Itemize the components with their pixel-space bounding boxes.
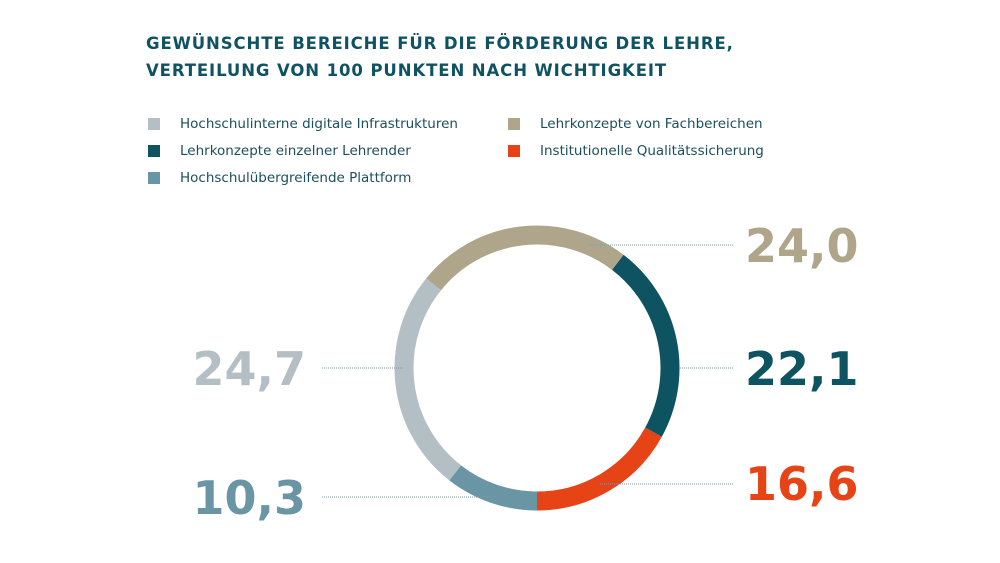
legend-swatch [148,118,160,130]
legend-swatch [508,145,520,157]
chart-title-line-2: VERTEILUNG VON 100 PUNKTEN NACH WICHTIGK… [146,61,668,80]
value-label-5: 10,3 [193,471,307,525]
chart-title-line-1: GEWÜNSCHTE BEREICHE FÜR DIE FÖRDERUNG DE… [146,34,734,53]
value-label-4: 24,7 [193,342,307,396]
legend-swatch [508,118,520,130]
legend-label: Lehrkonzepte einzelner Lehrender [180,143,411,159]
legend-label: Hochschulinterne digitale Infrastrukture… [180,116,458,132]
donut-segments [394,225,680,511]
legend-label: Hochschulübergreifende Plattform [180,170,412,186]
value-label-2: 22,1 [745,342,859,396]
legend-label: Lehrkonzepte von Fachbereichen [540,116,763,132]
legend-label: Institutionelle Qualitätssicherung [540,143,764,159]
legend-item-plattform: Hochschulübergreifende Plattform [148,170,411,186]
donut-segment-5 [449,465,538,511]
legend-item-qualitaetssicherung: Institutionelle Qualitätssicherung [508,143,764,159]
legend-item-infrastruktur: Hochschulinterne digitale Infrastrukture… [148,116,458,132]
value-label-1: 16,6 [745,457,859,511]
chart-title: GEWÜNSCHTE BEREICHE FÜR DIE FÖRDERUNG DE… [146,30,734,84]
legend-item-fachbereiche: Lehrkonzepte von Fachbereichen [508,116,763,132]
donut-segment-1 [536,427,662,511]
donut-segment-2 [611,254,680,437]
leader-lines [322,244,733,498]
legend-swatch [148,145,160,157]
donut-segment-4 [394,278,462,481]
donut-segment-3 [426,225,624,291]
legend-item-lehrende: Lehrkonzepte einzelner Lehrender [148,143,411,159]
value-labels: 16,6 22,1 24,0 24,7 10,3 [193,219,859,525]
legend-swatch [148,172,160,184]
value-label-3: 24,0 [745,219,859,273]
